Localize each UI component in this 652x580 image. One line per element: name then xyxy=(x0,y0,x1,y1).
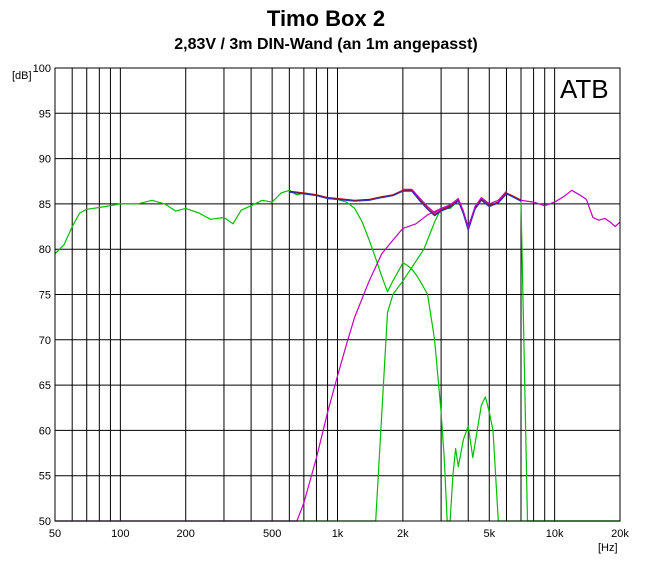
y-tick-label: 60 xyxy=(39,425,51,437)
x-tick-labels: 50 100 200 500 1k 2k 5k 10k 20k xyxy=(49,528,629,540)
x-tick-label: 5k xyxy=(483,528,495,540)
y-tick-label: 50 xyxy=(39,516,51,528)
chart-title: Timo Box 2 xyxy=(266,6,386,31)
y-tick-label: 95 xyxy=(39,108,51,120)
x-tick-label: 1k xyxy=(332,528,344,540)
series-line-1 xyxy=(54,189,620,522)
x-tick-label: 100 xyxy=(111,528,129,540)
y-tick-label: 90 xyxy=(39,154,51,166)
chart-subtitle: 2,83V / 3m DIN-Wand (an 1m angepasst) xyxy=(174,36,478,53)
series-line-5 xyxy=(289,190,522,231)
atb-annotation: ATB xyxy=(560,74,609,104)
x-tick-label: 500 xyxy=(263,528,281,540)
x-axis-unit: [Hz] xyxy=(598,542,618,554)
y-tick-label: 85 xyxy=(39,199,51,211)
y-tick-label: 75 xyxy=(39,290,51,302)
y-tick-labels: 100 95 90 85 80 75 70 65 60 55 50 xyxy=(33,63,51,528)
x-tick-label: 2k xyxy=(397,528,409,540)
y-axis-unit: [dB] xyxy=(12,70,32,82)
x-tick-label: 50 xyxy=(49,528,61,540)
series-layer xyxy=(54,188,621,522)
plot-frame xyxy=(54,67,621,522)
x-tick-label: 10k xyxy=(546,528,564,540)
y-tick-label: 100 xyxy=(33,63,51,75)
y-tick-label: 55 xyxy=(39,471,51,483)
y-tick-label: 70 xyxy=(39,335,51,347)
series-line-6 xyxy=(402,188,507,229)
x-tick-label: 200 xyxy=(177,528,195,540)
x-tick-label: 20k xyxy=(611,528,629,540)
y-tick-label: 65 xyxy=(39,380,51,392)
y-tick-label: 80 xyxy=(39,244,51,256)
series-line-4 xyxy=(289,189,522,230)
